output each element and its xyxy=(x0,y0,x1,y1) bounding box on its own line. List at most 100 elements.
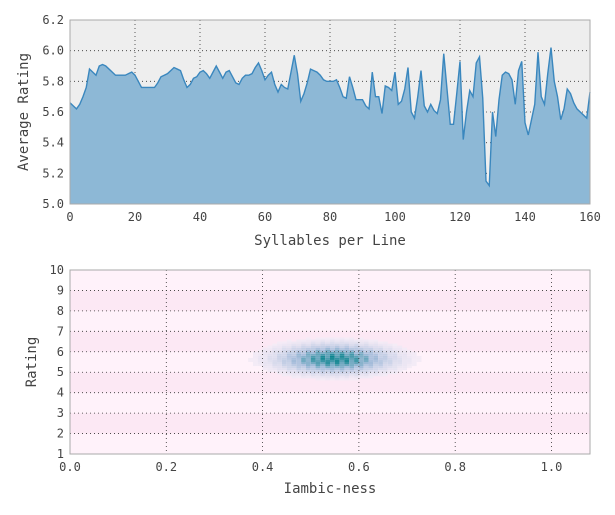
heatmap-cell xyxy=(320,372,326,375)
heatmap-row-bands xyxy=(70,290,590,434)
heatmap-cell xyxy=(252,353,258,356)
heatmap-cell xyxy=(257,359,263,362)
heatmap-cell xyxy=(411,355,417,358)
heatmap-cell xyxy=(315,341,321,344)
y-tick-label: 8 xyxy=(57,304,64,318)
heatmap-cell xyxy=(344,376,350,379)
grid xyxy=(70,270,590,454)
heatmap-cell xyxy=(281,355,287,358)
y-tick-label: 5.6 xyxy=(42,105,64,119)
heatmap-cell xyxy=(330,362,335,365)
heatmap-cell xyxy=(277,341,282,344)
heatmap-cell xyxy=(305,345,311,348)
heatmap-cell xyxy=(349,366,355,369)
heatmap-cell xyxy=(363,351,369,354)
heatmap-cell xyxy=(339,366,345,369)
heatmap-cell xyxy=(325,347,330,350)
heatmap-cell xyxy=(392,349,398,352)
heatmap-cell xyxy=(334,362,340,365)
heatmap-cell xyxy=(349,374,355,377)
heatmap-cell xyxy=(354,378,359,381)
heatmap-cell xyxy=(397,355,403,358)
heatmap-cell xyxy=(349,339,355,342)
heatmap-cell xyxy=(334,370,340,373)
heatmap-cell xyxy=(397,345,403,348)
heatmap-cell xyxy=(320,359,326,362)
heatmap-cell xyxy=(387,372,393,375)
heatmap-cell xyxy=(310,370,316,373)
heatmap-cell xyxy=(354,339,359,342)
heatmap-cells xyxy=(248,337,422,381)
heatmap-cell xyxy=(330,378,335,381)
heatmap-cell xyxy=(296,364,302,367)
heatmap-cell xyxy=(320,353,326,356)
heatmap-cell xyxy=(392,345,398,348)
heatmap-cell xyxy=(296,345,302,348)
heatmap-cell xyxy=(392,364,398,367)
heatmap-cell xyxy=(339,347,345,350)
heatmap-cell xyxy=(339,372,345,375)
heatmap-cell xyxy=(301,343,306,346)
heatmap-cell xyxy=(344,374,350,377)
heatmap-cell xyxy=(320,355,326,358)
heatmap-cell xyxy=(291,355,297,358)
heatmap-cell xyxy=(315,345,321,348)
heatmap-cell xyxy=(305,347,311,350)
heatmap-cell xyxy=(291,351,297,354)
heatmap-cell xyxy=(315,364,321,367)
heatmap-cell xyxy=(358,376,364,379)
heatmap-cell xyxy=(301,368,306,371)
heatmap-cell xyxy=(402,349,408,352)
heatmap-cell xyxy=(277,351,282,354)
heatmap-cell xyxy=(358,372,364,375)
y-tick-label: 5.2 xyxy=(42,166,64,180)
x-axis-label: Syllables per Line xyxy=(254,233,406,249)
heatmap-cell xyxy=(397,368,403,371)
heatmap-cell xyxy=(291,347,297,350)
heatmap-cell xyxy=(387,347,393,350)
heatmap-cell xyxy=(277,366,282,369)
heatmap-cell xyxy=(267,351,273,354)
heatmap-cell xyxy=(267,359,273,362)
heatmap-cell xyxy=(310,339,316,342)
heatmap-cell xyxy=(320,368,326,371)
heatmap-cell xyxy=(267,366,273,369)
heatmap-cell xyxy=(305,337,311,340)
y-tick-label: 4 xyxy=(57,386,64,400)
heatmap-cell xyxy=(373,343,379,346)
heatmap-cell xyxy=(344,357,350,360)
heatmap-cell xyxy=(296,349,302,352)
heatmap-cell xyxy=(354,359,359,362)
heatmap-cell xyxy=(392,353,398,356)
heatmap-cell xyxy=(252,364,258,367)
heatmap-cell xyxy=(411,357,417,360)
heatmap-cell xyxy=(267,345,273,348)
heatmap-cell xyxy=(320,362,326,365)
heatmap-cell xyxy=(354,347,359,350)
heatmap-cell xyxy=(301,341,306,344)
heatmap-cell xyxy=(291,364,297,367)
heatmap-cell xyxy=(277,370,282,373)
heatmap-cell xyxy=(407,364,412,367)
chart-rating-by-syllables: 0 20 40 60 80 100 120 140 160 5.0 5.2 5.4 5.6 5.8 6.0… xyxy=(16,13,601,249)
heatmap-cell xyxy=(315,366,321,369)
x-tick-label: 20 xyxy=(128,210,142,224)
heatmap-cell xyxy=(358,355,364,358)
heatmap-cell xyxy=(320,343,326,346)
heatmap-cell xyxy=(262,368,268,371)
heatmap-cell xyxy=(368,366,374,369)
heatmap-cell xyxy=(330,357,335,360)
x-tick-label: 0.2 xyxy=(155,460,177,474)
heatmap-cell xyxy=(358,339,364,342)
heatmap-cell xyxy=(301,366,306,369)
x-tick-label: 100 xyxy=(384,210,406,224)
heatmap-cell xyxy=(305,351,311,354)
heatmap-cell xyxy=(334,364,340,367)
heatmap-cell xyxy=(368,341,374,344)
heatmap-cell xyxy=(301,349,306,352)
heatmap-cell xyxy=(291,370,297,373)
heatmap-cell xyxy=(378,349,383,352)
heatmap-cell xyxy=(397,359,403,362)
heatmap-cell xyxy=(305,341,311,344)
heatmap-cell xyxy=(344,347,350,350)
